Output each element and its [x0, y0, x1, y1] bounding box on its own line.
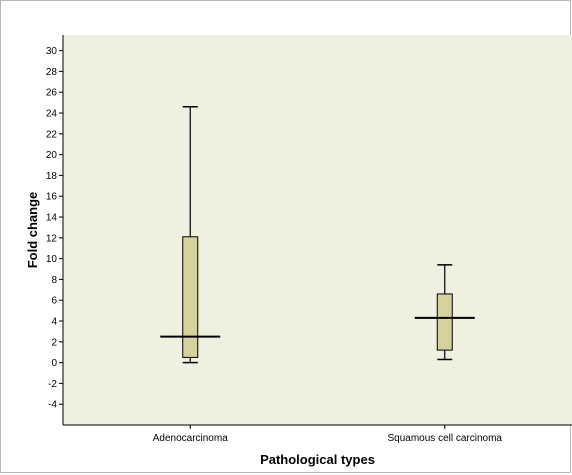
plot-area [63, 35, 572, 425]
x-category-label: Adenocarcinoma [153, 433, 228, 444]
y-tick-label: 30 [46, 46, 58, 57]
y-axis-title: Fold change [25, 192, 40, 269]
x-axis: Adenocarcinoma Squamous cell carcinoma [63, 424, 572, 444]
y-tick-label: 26 [46, 88, 58, 99]
y-tick-label: 0 [51, 358, 57, 369]
y-tick-label: 2 [51, 337, 57, 348]
y-tick-label: 12 [46, 233, 58, 244]
box-1 [160, 106, 221, 364]
iqr-box [436, 293, 453, 351]
y-tick-label: 4 [51, 317, 57, 328]
y-tick-label: 20 [46, 150, 58, 161]
x-axis-title: Pathological types [260, 452, 375, 467]
box-2 [414, 264, 475, 361]
iqr-box [182, 236, 199, 358]
y-tick-label: -2 [48, 379, 57, 390]
y-tick-label: 10 [46, 254, 58, 265]
y-tick-label: 24 [46, 109, 58, 120]
y-tick-label: 14 [46, 213, 58, 224]
y-tick-label: 16 [46, 192, 58, 203]
y-tick-label: 28 [46, 67, 58, 78]
box-series [160, 106, 475, 364]
y-tick-label: 6 [51, 296, 57, 307]
y-tick-label: 8 [51, 275, 57, 286]
x-category-label: Squamous cell carcinoma [388, 433, 503, 444]
y-tick-label: 18 [46, 171, 58, 182]
y-tick-label: 22 [46, 129, 58, 140]
y-tick-label: -4 [48, 400, 57, 411]
